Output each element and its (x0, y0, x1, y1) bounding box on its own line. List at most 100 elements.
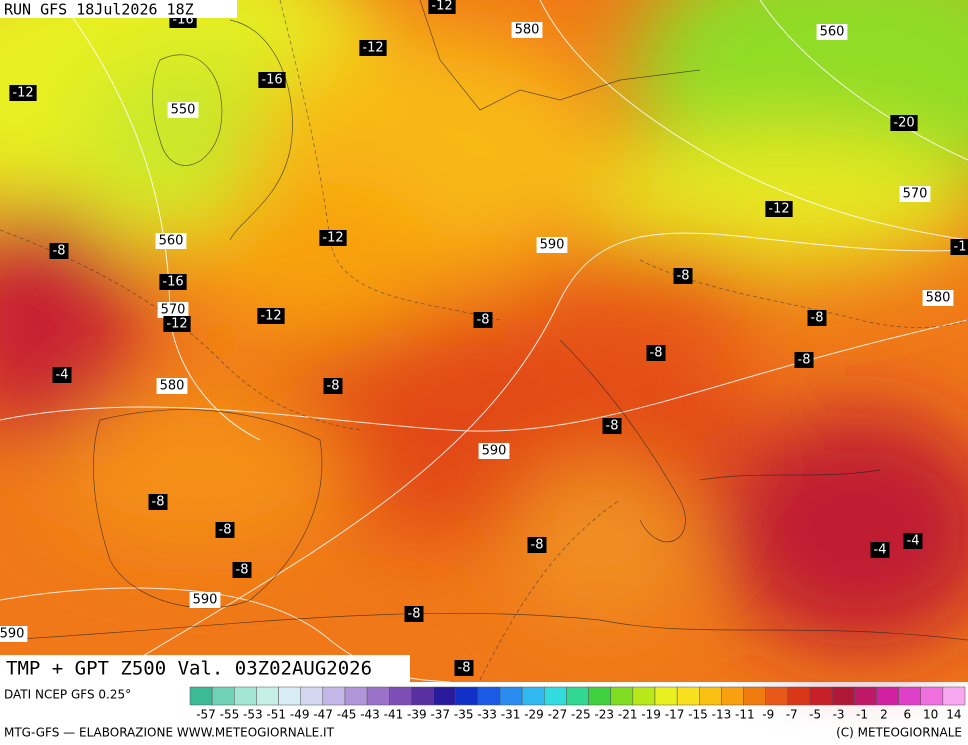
colorbar-swatch (920, 686, 944, 706)
colorbar-label: -49 (290, 708, 310, 722)
contour-label: 590 (189, 592, 221, 608)
contour-label: 580 (511, 22, 543, 38)
contour-label: 590 (536, 237, 568, 253)
colorbar-label: -11 (735, 708, 755, 722)
colorbar-swatch (876, 686, 899, 706)
contour-label-text: 590 (482, 444, 507, 459)
contour-label-box (673, 268, 693, 284)
contour-label-text: -12 (768, 202, 789, 217)
colorbar-label: 6 (903, 708, 911, 722)
coastlines (0, 0, 968, 641)
run-box (0, 0, 237, 18)
contour-label-text: -12 (322, 231, 343, 246)
contour-label-text: 570 (161, 303, 186, 318)
colorbar-swatch (389, 686, 412, 706)
colorbar-swatch (344, 686, 368, 706)
colorbar-label: -5 (809, 708, 821, 722)
colorbar-swatch (211, 686, 235, 706)
contour-label-box (890, 115, 918, 131)
colorbar-label: -29 (524, 708, 544, 722)
contour-label-text: -4 (874, 543, 887, 558)
contour-label-box (359, 40, 387, 56)
colorbar-swatch (521, 686, 545, 706)
colorbar-swatch (942, 686, 966, 706)
colorbar-label: -13 (712, 708, 732, 722)
contour-label-box (899, 186, 931, 202)
contour-label: -8 (807, 310, 827, 326)
contour-label-box (323, 378, 343, 394)
contour-label: -8 (232, 562, 252, 578)
contour-label-text: -1 (954, 240, 967, 255)
colorbar-label: -25 (571, 708, 591, 722)
colorbar-swatch (234, 686, 257, 706)
contour-label-box (257, 308, 285, 324)
contour-label-box (49, 243, 69, 259)
contour-label: -4 (870, 542, 890, 558)
contour-label: 590 (0, 626, 28, 642)
contour-label-text: -8 (327, 379, 340, 394)
contour-label-box (473, 312, 493, 328)
colorbar-swatch (477, 686, 501, 706)
colorbar-label: -19 (641, 708, 661, 722)
contour-label-text: -16 (162, 275, 183, 290)
contour-label: -8 (404, 606, 424, 622)
colorbar-swatch (610, 686, 634, 706)
colorbar-label: 14 (946, 708, 961, 722)
colorbar-label: -53 (243, 708, 263, 722)
contour-label-box (807, 310, 827, 326)
contour-label: -4 (903, 533, 923, 549)
contour-label-box (870, 542, 890, 558)
contour-label-text: -8 (236, 563, 249, 578)
colorbar-label: -3 (833, 708, 845, 722)
contour-label-box (148, 494, 168, 510)
colorbar-swatch (300, 686, 324, 706)
contour-label-box (454, 660, 474, 676)
contour-label-text: 580 (926, 291, 951, 306)
colorbar-label: -27 (548, 708, 568, 722)
contour-label: -12 (257, 308, 285, 324)
colorbar-label: -33 (477, 708, 497, 722)
colorbar-label: -1 (856, 708, 868, 722)
contour-label-text: -12 (12, 86, 33, 101)
colorbar-label: -57 (196, 708, 216, 722)
colorbar-swatch (831, 686, 855, 706)
contour-label-text: -20 (893, 116, 914, 131)
contour-label-text: -4 (56, 368, 69, 383)
contour-label-text: 560 (159, 234, 184, 249)
contour-label-box (903, 533, 923, 549)
colorbar-swatch (278, 686, 301, 706)
contour-label-box (9, 85, 37, 101)
contour-label-box (646, 345, 666, 361)
colorbar-swatch (787, 686, 811, 706)
contour-label: -16 (258, 72, 286, 88)
contour-labels: -12 -16 580 -12 560 -12 -16 550 -20 570 -12 560 -12 5… (0, 0, 968, 676)
colorbar-label: 2 (880, 708, 888, 722)
colorbar-label: -43 (360, 708, 380, 722)
contour-label: 560 (816, 24, 848, 40)
colorbar-swatch (898, 686, 921, 706)
contour-label: -8 (473, 312, 493, 328)
contour-label-box (157, 302, 189, 318)
colorbar-swatch (809, 686, 833, 706)
contour-label-box (950, 239, 968, 255)
contour-label: 580 (922, 290, 954, 306)
contour-label-text: 560 (820, 25, 845, 40)
contour-label-text: 590 (193, 593, 218, 608)
contour-label-text: -8 (152, 495, 165, 510)
contour-label: -8 (794, 352, 814, 368)
colorbar-label: -7 (786, 708, 798, 722)
colorbar-swatch (256, 686, 279, 706)
contour-label: -12 (9, 85, 37, 101)
contour-label-text: -16 (261, 73, 282, 88)
contour-label: -8 (527, 537, 547, 553)
contour-label-text: 580 (160, 379, 185, 394)
contour-label-text: 550 (171, 103, 196, 118)
contour-label-text: -12 (431, 0, 452, 14)
contour-label-text: -8 (606, 419, 619, 434)
contour-label-text: 580 (515, 23, 540, 38)
contour-label: -8 (646, 345, 666, 361)
contour-label-text: -8 (219, 523, 232, 538)
contour-label: 580 (156, 378, 188, 394)
contour-label-box (319, 230, 347, 246)
contour-label-box (163, 316, 191, 332)
